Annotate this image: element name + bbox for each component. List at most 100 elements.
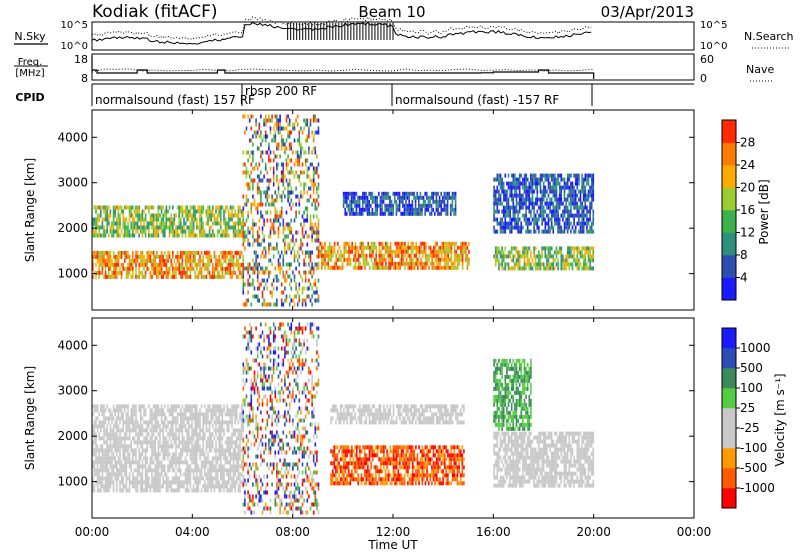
range-cell — [582, 209, 585, 214]
range-cell — [586, 177, 588, 182]
range-cell — [212, 209, 214, 214]
range-cell — [528, 185, 531, 190]
range-cell — [157, 209, 160, 214]
range-cell — [120, 412, 123, 417]
range-cell — [228, 209, 230, 214]
range-cell — [355, 199, 358, 204]
range-cell — [252, 242, 254, 247]
range-cell — [242, 238, 245, 243]
range-cell — [557, 262, 559, 267]
range-cell — [571, 193, 574, 198]
range-cell — [122, 221, 124, 226]
range-cell — [152, 432, 155, 437]
range-cell — [95, 205, 97, 210]
range-cell — [515, 185, 518, 190]
range-cell — [288, 230, 291, 235]
range-cell — [368, 191, 370, 196]
range-cell — [558, 193, 561, 198]
range-cell — [224, 258, 227, 263]
range-cell — [343, 249, 345, 254]
range-cell — [111, 472, 113, 477]
range-cell — [106, 440, 108, 445]
range-cell — [306, 234, 309, 239]
range-cell — [216, 229, 219, 234]
range-cell — [493, 205, 495, 210]
range-cell — [240, 270, 243, 275]
range-cell — [264, 118, 267, 123]
range-cell — [277, 186, 280, 191]
range-cell — [405, 257, 408, 262]
range-cell — [192, 213, 195, 218]
range-cell — [210, 448, 212, 453]
range-cell — [533, 262, 535, 267]
range-cell — [143, 254, 145, 259]
range-cell — [370, 249, 373, 254]
range-cell — [555, 189, 558, 194]
range-cell — [358, 203, 361, 208]
range-cell — [586, 209, 588, 214]
range-cell — [592, 185, 595, 190]
range-cell — [329, 249, 331, 254]
range-cell — [271, 246, 273, 251]
range-cell — [298, 286, 301, 291]
range-cell — [362, 261, 365, 266]
range-cell — [100, 424, 102, 429]
range-cell — [546, 229, 548, 234]
range-cell — [242, 274, 245, 279]
range-cell — [101, 456, 104, 461]
range-cell — [101, 404, 104, 409]
range-cell — [160, 472, 163, 477]
range-cell — [132, 420, 134, 425]
range-cell — [247, 242, 249, 247]
range-cell — [514, 213, 516, 218]
range-cell — [266, 302, 269, 307]
range-cell — [234, 209, 236, 214]
range-cell — [135, 412, 137, 417]
range-cell — [149, 456, 152, 461]
range-cell — [114, 205, 116, 210]
range-cell — [256, 262, 259, 267]
range-cell — [183, 221, 185, 226]
range-cell — [120, 444, 123, 449]
range-cell — [248, 230, 251, 235]
range-cell — [165, 472, 168, 477]
range-cell — [517, 250, 519, 255]
range-cell — [311, 274, 313, 279]
range-cell — [191, 444, 193, 449]
range-cell — [92, 233, 94, 238]
range-cell — [311, 230, 313, 235]
range-cell — [498, 262, 500, 267]
range-cell — [592, 229, 595, 234]
range-cell — [164, 404, 166, 409]
range-cell — [264, 266, 267, 271]
range-cell — [450, 203, 452, 208]
range-cell — [196, 266, 198, 271]
range-cell — [192, 412, 195, 417]
range-cell — [293, 274, 296, 279]
range-cell — [581, 221, 583, 226]
range-cell — [236, 254, 238, 259]
range-cell — [514, 193, 516, 198]
range-cell — [199, 428, 201, 433]
range-cell — [444, 253, 446, 258]
range-cell — [96, 428, 99, 433]
range-cell — [159, 266, 161, 271]
range-cell — [189, 262, 192, 267]
range-cell — [224, 233, 227, 238]
range-cell — [229, 266, 232, 271]
range-cell — [586, 225, 588, 230]
range-cell — [200, 472, 203, 477]
range-cell — [176, 428, 179, 433]
range-cell — [555, 197, 558, 202]
range-cell — [168, 408, 171, 413]
range-cell — [146, 460, 148, 465]
range-cell — [156, 404, 158, 409]
range-cell — [109, 250, 112, 255]
range-cell — [589, 266, 591, 271]
range-cell — [124, 436, 126, 441]
range-cell — [125, 274, 128, 279]
range-cell — [574, 173, 577, 178]
range-cell — [434, 245, 437, 250]
range-cell — [314, 282, 317, 287]
range-cell — [117, 440, 120, 445]
